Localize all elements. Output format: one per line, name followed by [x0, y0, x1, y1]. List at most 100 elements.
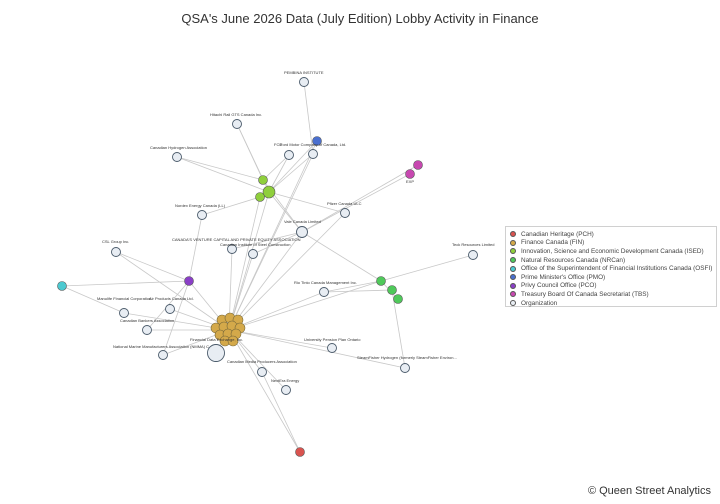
edge [252, 231, 303, 255]
edge [228, 291, 325, 331]
legend-label: Innovation, Science and Economic Develop… [521, 247, 704, 255]
node-label-hitachi: Hitachi Rail GTS Canada Inc. [210, 112, 262, 117]
node-pembina[interactable] [299, 77, 309, 87]
node-nrcan2[interactable] [387, 285, 397, 295]
node-label-nordex: Nordex Energy Canada (LL) [175, 203, 226, 208]
node-cha[interactable] [172, 152, 182, 162]
legend-item[interactable]: Organization [510, 299, 716, 308]
node-label-fcd: FCD [274, 142, 282, 147]
node-upo[interactable] [327, 343, 337, 353]
node-pch[interactable] [295, 447, 305, 457]
node-ford[interactable] [308, 149, 318, 159]
legend-label: Finance Canada (FIN) [521, 239, 585, 247]
edge [268, 153, 314, 193]
legend-item[interactable]: Finance Canada (FIN) [510, 239, 716, 248]
node-label-fde: Financial Data Exchange, Inc. [190, 337, 243, 342]
legend-item[interactable]: Office of the Superintendent of Financia… [510, 264, 716, 273]
legend-item[interactable]: Natural Resources Canada (NRCan) [510, 256, 716, 265]
legend-label: Prime Minister's Office (PMO) [521, 273, 606, 281]
node-label-cba: Canadian Bankers Association [120, 318, 174, 323]
edge [228, 329, 301, 453]
node-tbs1[interactable] [413, 160, 423, 170]
node-manulife[interactable] [119, 308, 129, 318]
node-ised3[interactable] [255, 192, 265, 202]
node-riotinto[interactable] [319, 287, 329, 297]
edge [231, 231, 303, 250]
edge [228, 329, 287, 391]
node-steam[interactable] [400, 363, 410, 373]
edge [228, 329, 333, 349]
legend-item[interactable]: Canadian Heritage (PCH) [510, 230, 716, 239]
edge [303, 81, 314, 155]
edge [228, 153, 314, 331]
node-pfizer[interactable] [340, 208, 350, 218]
node-ised1[interactable] [258, 175, 268, 185]
legend-label: Office of the Superintendent of Financia… [521, 265, 713, 273]
legend-swatch [510, 291, 516, 298]
edge [228, 231, 303, 331]
legend-item[interactable]: Privy Council Office (PCO) [510, 282, 716, 291]
legend-label: Organization [521, 299, 558, 307]
legend-label: Treasury Board Of Canada Secretariat (TB… [521, 290, 649, 298]
node-nrcan3[interactable] [393, 294, 403, 304]
node-label-cvca: CANADA'S VENTURE CAPITAL AND PRIVATE EQU… [172, 237, 301, 242]
node-label-pfizer: Pfizer Canada ULC [327, 201, 362, 206]
node-nordex[interactable] [197, 210, 207, 220]
node-pco[interactable] [184, 276, 194, 286]
node-nextbio[interactable] [281, 385, 291, 395]
node-airprod[interactable] [165, 304, 175, 314]
chart-title: QSA's June 2026 Data (July Edition) Lobb… [181, 11, 539, 26]
edge [380, 254, 474, 282]
node-label-pembina: PEMBINA INSTITUTE [284, 70, 324, 75]
node-label-tbs2: EXP [406, 179, 414, 184]
node-csl[interactable] [111, 247, 121, 257]
legend-swatch [510, 257, 516, 264]
edge [61, 285, 125, 314]
edge [391, 289, 406, 369]
node-nrcan1[interactable] [376, 276, 386, 286]
legend-swatch [510, 248, 516, 255]
legend-label: Natural Resources Canada (NRCan) [521, 256, 626, 264]
node-ciac[interactable] [248, 249, 258, 259]
node-cvca[interactable] [227, 244, 237, 254]
node-label-steam: SteamFisher Hydrogen (formerly SteamFish… [357, 355, 457, 360]
edge [268, 154, 290, 193]
legend-item[interactable]: Innovation, Science and Economic Develop… [510, 247, 716, 256]
node-tbs2[interactable] [405, 169, 415, 179]
edge [323, 289, 393, 293]
node-finance-canada[interactable] [227, 335, 239, 347]
node-hitachi[interactable] [232, 119, 242, 129]
legend-item[interactable]: Prime Minister's Office (PMO) [510, 273, 716, 282]
edge [301, 164, 419, 233]
edge [61, 280, 190, 287]
node-vale[interactable] [296, 226, 308, 238]
legend-swatch [510, 282, 516, 289]
node-label-vale: Vale Canada Limited [284, 219, 321, 224]
edge [228, 280, 382, 331]
node-osfi[interactable] [57, 281, 67, 291]
node-ised2[interactable] [262, 185, 276, 199]
edge [268, 140, 318, 193]
node-label-teck: Teck Resources Limited [452, 242, 494, 247]
legend-swatch [510, 274, 516, 281]
legend: Canadian Heritage (PCH) Finance Canada (F… [505, 226, 717, 307]
edge [301, 173, 411, 233]
node-label-nmma: National Marine Manufacturers Associatio… [113, 344, 209, 349]
node-label-manulife: Manulife Financial Corporation [97, 296, 151, 301]
node-cmpa[interactable] [257, 367, 267, 377]
watermark: © Queen Street Analytics [587, 485, 711, 497]
node-teck[interactable] [468, 250, 478, 260]
legend-swatch [510, 239, 516, 246]
node-layer: PEMBINA INSTITUTE Hitachi Rail GTS Canada… [57, 70, 494, 457]
node-label-ciac: Canadian Institute of Steel Construction [220, 242, 291, 247]
legend-item[interactable]: Treasury Board Of Canada Secretariat (TB… [510, 290, 716, 299]
edge [228, 329, 406, 369]
node-label-airprod: Air Products Canada Ltd. [149, 296, 194, 301]
node-fcd[interactable] [284, 150, 294, 160]
node-nmma[interactable] [158, 350, 168, 360]
node-fde[interactable] [207, 344, 225, 362]
node-cba[interactable] [142, 325, 152, 335]
node-pmo[interactable] [312, 136, 322, 146]
edge [201, 196, 261, 216]
